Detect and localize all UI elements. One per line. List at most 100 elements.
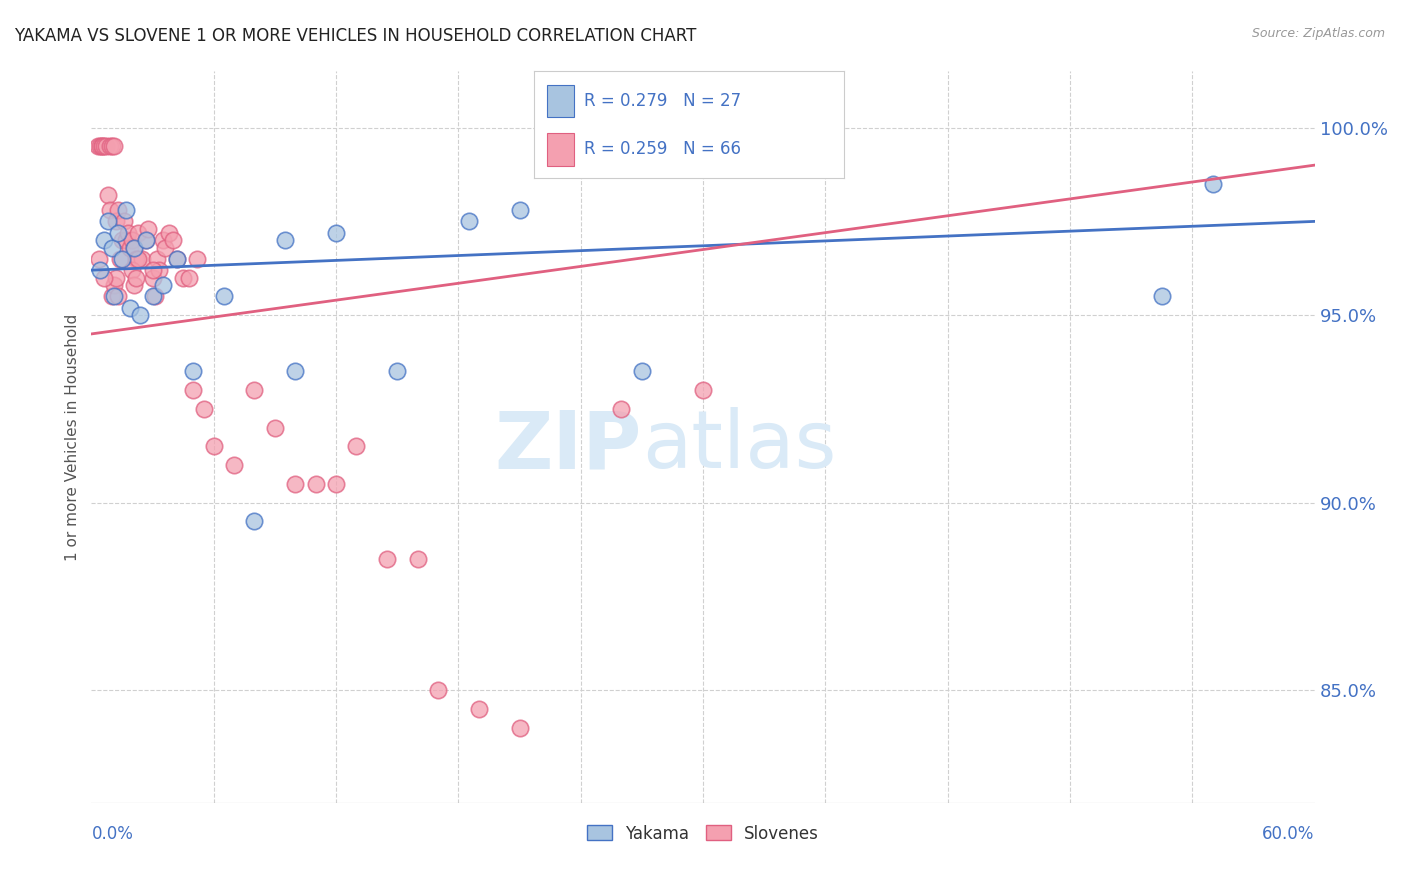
Point (120, 301, 142, 315)
Text: R = 0.279   N = 27: R = 0.279 N = 27 (583, 93, 741, 111)
Text: 60.0%: 60.0% (1263, 825, 1315, 843)
Point (125, 270, 148, 285)
Point (325, 226, 347, 240)
Point (427, 683, 450, 698)
Point (692, 383, 714, 397)
Point (111, 252, 134, 266)
Text: R = 0.259   N = 66: R = 0.259 N = 66 (583, 141, 741, 159)
Point (125, 252, 148, 266)
Point (212, 289, 235, 303)
Point (157, 226, 180, 240)
Point (143, 289, 166, 303)
Point (90, 139, 112, 153)
Point (148, 263, 170, 277)
Point (115, 203, 138, 218)
Point (97, 188, 120, 202)
Point (183, 383, 205, 397)
Point (274, 233, 297, 247)
Point (103, 278, 125, 293)
Point (406, 552, 429, 566)
Point (202, 440, 225, 454)
Point (93, 233, 115, 247)
Text: ZIP: ZIP (495, 408, 643, 485)
Point (103, 289, 125, 303)
Point (141, 289, 163, 303)
FancyBboxPatch shape (547, 134, 575, 166)
Point (243, 383, 266, 397)
Point (129, 308, 152, 322)
Point (97, 214, 120, 228)
Point (122, 241, 145, 255)
Point (107, 226, 129, 240)
Point (284, 364, 307, 378)
Point (141, 263, 163, 277)
Point (120, 241, 142, 255)
Point (101, 289, 124, 303)
Point (141, 270, 163, 285)
Point (87, 252, 110, 266)
Point (94, 139, 117, 153)
Point (107, 289, 129, 303)
Point (131, 252, 153, 266)
Point (90, 139, 112, 153)
Point (86, 139, 108, 153)
Point (98, 139, 121, 153)
Point (104, 270, 127, 285)
Point (107, 203, 129, 218)
Point (153, 241, 176, 255)
Point (152, 233, 174, 247)
Point (98, 203, 121, 218)
Text: atlas: atlas (643, 408, 837, 485)
Point (509, 721, 531, 735)
Point (375, 552, 398, 566)
Point (89, 139, 111, 153)
Point (127, 252, 149, 266)
Point (467, 702, 491, 716)
Point (152, 278, 174, 293)
Point (162, 233, 184, 247)
Point (145, 252, 167, 266)
Point (115, 233, 138, 247)
Point (325, 477, 347, 491)
Point (1202, 177, 1225, 191)
Point (138, 222, 160, 236)
Point (457, 214, 479, 228)
Point (172, 270, 194, 285)
Point (121, 263, 143, 277)
Point (264, 420, 287, 434)
Point (222, 458, 246, 473)
Point (183, 364, 205, 378)
Point (121, 233, 143, 247)
Point (346, 440, 368, 454)
Point (104, 214, 127, 228)
Point (108, 252, 131, 266)
Point (127, 226, 149, 240)
Point (101, 241, 124, 255)
Y-axis label: 1 or more Vehicles in Household: 1 or more Vehicles in Household (65, 313, 80, 561)
Point (179, 270, 201, 285)
Text: 0.0%: 0.0% (91, 825, 134, 843)
Point (1150, 289, 1173, 303)
Point (385, 364, 409, 378)
Point (166, 252, 188, 266)
Point (166, 252, 188, 266)
Point (509, 203, 531, 218)
Point (89, 263, 111, 277)
Point (631, 364, 654, 378)
Point (112, 214, 135, 228)
FancyBboxPatch shape (547, 86, 575, 118)
Point (93, 270, 115, 285)
Point (610, 401, 633, 416)
Text: Source: ZipAtlas.com: Source: ZipAtlas.com (1251, 27, 1385, 40)
Point (135, 233, 157, 247)
Point (93, 139, 115, 153)
Point (193, 401, 215, 416)
Point (101, 139, 124, 153)
Point (243, 515, 266, 529)
Legend: Yakama, Slovenes: Yakama, Slovenes (581, 818, 825, 849)
Point (284, 477, 307, 491)
Point (122, 278, 145, 293)
Point (117, 226, 139, 240)
Text: YAKAMA VS SLOVENE 1 OR MORE VEHICLES IN HOUSEHOLD CORRELATION CHART: YAKAMA VS SLOVENE 1 OR MORE VEHICLES IN … (14, 27, 696, 45)
Point (135, 233, 157, 247)
